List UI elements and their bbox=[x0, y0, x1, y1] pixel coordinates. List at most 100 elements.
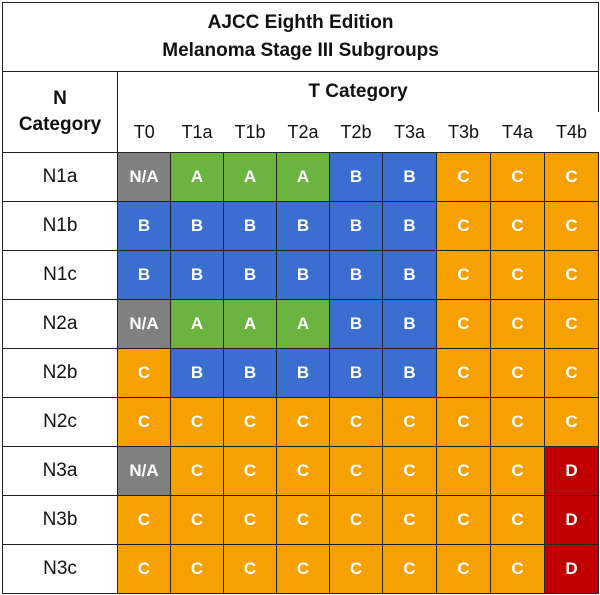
stage-cell: C bbox=[223, 446, 277, 496]
stage-cell: A bbox=[170, 299, 224, 349]
title-line-2: Melanoma Stage III Subgroups bbox=[162, 40, 439, 61]
t-column-header: T3b bbox=[436, 112, 491, 153]
stage-cell: C bbox=[382, 495, 437, 545]
n-category-label: N1b bbox=[2, 201, 118, 251]
stage-cell: C bbox=[543, 152, 600, 202]
stage-cell: C bbox=[490, 201, 545, 251]
stage-cell: B bbox=[223, 201, 277, 251]
stage-cell: C bbox=[490, 152, 545, 202]
stage-cell: C bbox=[117, 348, 171, 398]
stage-cell: B bbox=[382, 201, 437, 251]
stage-cell: C bbox=[490, 348, 545, 398]
stage-cell: C bbox=[382, 446, 437, 496]
stage-cell: C bbox=[436, 495, 491, 545]
t-columns-row: T0 T1a T1b T2a T2b T3a T3b T4a T4b bbox=[3, 112, 599, 153]
n-category-label: N2b bbox=[2, 348, 118, 398]
table-row: N1b B B B B B B C C C bbox=[2, 201, 600, 251]
n-category-header-line-1: N bbox=[53, 88, 67, 109]
stage-cell: C bbox=[223, 495, 277, 545]
stage-cell: C bbox=[276, 397, 330, 447]
stage-cell: N/A bbox=[117, 299, 171, 349]
stage-cell: D bbox=[543, 446, 600, 496]
stage-cell: D bbox=[543, 495, 600, 545]
stage-cell: B bbox=[117, 201, 171, 251]
stage-cell: A bbox=[223, 299, 277, 349]
table-row: N2c C C C C C C C C C bbox=[2, 397, 600, 447]
stage-cell: B bbox=[382, 152, 437, 202]
stage-cell: C bbox=[382, 544, 437, 594]
stage-cell: C bbox=[543, 250, 600, 300]
n-category-label: N3a bbox=[2, 446, 118, 496]
stage-cell: A bbox=[223, 152, 277, 202]
table-title: AJCC Eighth Edition Melanoma Stage III S… bbox=[1, 2, 600, 72]
stage-cell: C bbox=[490, 446, 545, 496]
t-column-header: T2b bbox=[329, 112, 383, 153]
stage-cell: C bbox=[276, 446, 330, 496]
stage-cell: B bbox=[223, 348, 277, 398]
stage-cell: B bbox=[329, 250, 383, 300]
stage-cell: C bbox=[170, 397, 224, 447]
stage-cell: C bbox=[170, 495, 224, 545]
stage-cell: B bbox=[117, 250, 171, 300]
stage-cell: N/A bbox=[117, 152, 171, 202]
stage-cell: B bbox=[276, 348, 330, 398]
stage-cell: B bbox=[329, 152, 383, 202]
stage-cell: C bbox=[170, 446, 224, 496]
n-category-label: N3c bbox=[2, 544, 118, 594]
stage-cell: B bbox=[329, 299, 383, 349]
stage-cell: A bbox=[276, 152, 330, 202]
stage-cell: C bbox=[490, 495, 545, 545]
stage-cell: C bbox=[490, 544, 545, 594]
n-category-header-line-2: Category bbox=[18, 114, 102, 135]
t-column-header: T0 bbox=[117, 112, 171, 153]
t-column-header: T1a bbox=[170, 112, 224, 153]
stage-cell: C bbox=[223, 397, 277, 447]
stage-cell: C bbox=[543, 348, 600, 398]
t-category-row: N Category T Category bbox=[2, 71, 600, 153]
stage-cell: B bbox=[223, 250, 277, 300]
stage-cell: B bbox=[382, 299, 437, 349]
table-row: N1c B B B B B B C C C bbox=[2, 250, 600, 300]
table-row: N2b C B B B B B C C C bbox=[2, 348, 600, 398]
stage-cell: C bbox=[436, 250, 491, 300]
table-row: N2a N/A A A A B B C C C bbox=[2, 299, 600, 349]
stage-cell: C bbox=[329, 544, 383, 594]
stage-cell: B bbox=[329, 201, 383, 251]
title-line-1: AJCC Eighth Edition bbox=[207, 12, 394, 33]
stage-cell: B bbox=[276, 250, 330, 300]
table-row: N3c C C C C C C C C D bbox=[2, 544, 600, 594]
t-column-header: T4b bbox=[544, 112, 599, 153]
stage-cell: B bbox=[382, 250, 437, 300]
n-category-label: N1c bbox=[2, 250, 118, 300]
stage-cell: C bbox=[436, 397, 491, 447]
stage-cell: N/A bbox=[117, 446, 171, 496]
stage-cell: C bbox=[436, 544, 491, 594]
stage-cell: B bbox=[170, 201, 224, 251]
stage-cell: A bbox=[170, 152, 224, 202]
t-category-header: T Category bbox=[116, 71, 600, 112]
table-row: N3a N/A C C C C C C C D bbox=[2, 446, 600, 496]
t-column-header: T4a bbox=[490, 112, 545, 153]
stage-grid: N1a N/A A A A B B C C C N1b B B B B B B C C C N1c B B B B B B C C C N2… bbox=[2, 152, 600, 594]
stage-cell: B bbox=[170, 348, 224, 398]
stage-cell: C bbox=[276, 495, 330, 545]
stage-cell: C bbox=[436, 299, 491, 349]
title-row: AJCC Eighth Edition Melanoma Stage III S… bbox=[1, 2, 600, 72]
stage-cell: C bbox=[490, 250, 545, 300]
stage-cell: D bbox=[543, 544, 600, 594]
n-category-label: N3b bbox=[2, 495, 118, 545]
stage-cell: C bbox=[543, 397, 600, 447]
table-row: N1a N/A A A A B B C C C bbox=[2, 152, 600, 202]
stage-cell: C bbox=[490, 299, 545, 349]
table-row: N3b C C C C C C C C D bbox=[2, 495, 600, 545]
stage-cell: C bbox=[117, 495, 171, 545]
t-column-header: T1b bbox=[223, 112, 277, 153]
stage-cell: C bbox=[490, 397, 545, 447]
stage-cell: C bbox=[436, 152, 491, 202]
stage-cell: C bbox=[223, 544, 277, 594]
stage-cell: B bbox=[329, 348, 383, 398]
t-column-header: T3a bbox=[382, 112, 437, 153]
n-category-label: N1a bbox=[2, 152, 118, 202]
n-category-label: N2c bbox=[2, 397, 118, 447]
